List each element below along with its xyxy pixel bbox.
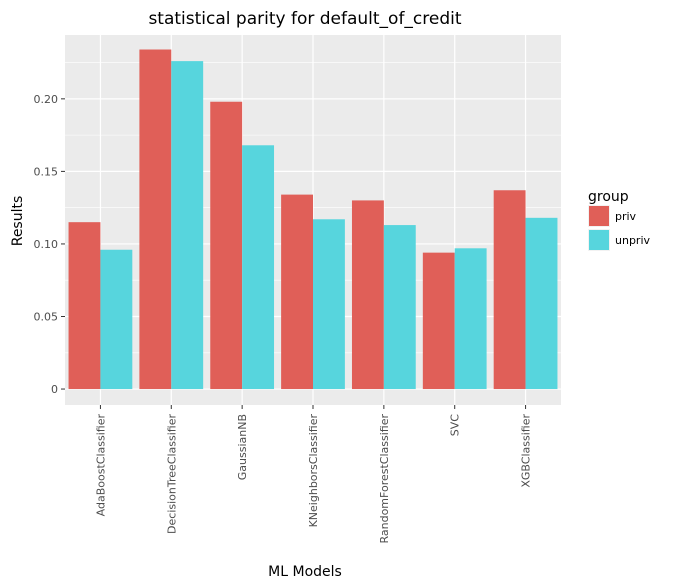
y-tick-label: 0.10 (34, 238, 59, 251)
bar-unpriv (171, 61, 204, 390)
legend-label-unpriv: unpriv (615, 234, 651, 247)
x-tick-label: KNeighborsClassifier (307, 414, 320, 528)
y-axis: 0 0.05 0.10 0.15 0.20 (34, 93, 65, 396)
bar-priv (68, 222, 101, 390)
y-tick-label: 0 (51, 383, 58, 396)
legend-title: group (588, 189, 629, 205)
y-tick-label: 0.05 (34, 310, 59, 323)
y-axis-label: Results (10, 196, 26, 247)
x-tick-label: GaussianNB (236, 414, 249, 480)
legend-label-priv: priv (615, 210, 637, 223)
bar-unpriv (100, 249, 133, 390)
x-tick-label: AdaBoostClassifier (94, 414, 107, 517)
x-tick-label: SVC (449, 414, 462, 437)
x-tick-label: DecisionTreeClassifier (165, 414, 178, 534)
chart-title: statistical parity for default_of_credit (148, 9, 461, 29)
bar-unpriv (454, 248, 487, 390)
x-axis: AdaBoostClassifier DecisionTreeClassifier… (94, 405, 533, 544)
x-axis-label: ML Models (268, 564, 342, 580)
bar-priv (493, 190, 526, 390)
bar-priv (281, 194, 313, 390)
bar-unpriv (383, 225, 416, 390)
x-tick-label: XGBClassifier (520, 414, 533, 488)
y-tick-label: 0.15 (34, 165, 59, 178)
bars-group (68, 49, 558, 390)
y-tick-label: 0.20 (34, 93, 59, 106)
bar-priv (139, 49, 172, 390)
legend: group priv unpriv (588, 189, 651, 251)
x-tick-label: RandomForestClassifier (378, 414, 391, 544)
bar-priv (210, 101, 243, 390)
bar-priv (422, 252, 455, 390)
legend-swatch-unpriv (589, 230, 609, 250)
bar-priv (351, 200, 384, 390)
legend-swatch-priv (589, 206, 609, 226)
bar-unpriv (525, 217, 558, 390)
bar-unpriv (242, 145, 275, 390)
bar-unpriv (313, 219, 345, 390)
